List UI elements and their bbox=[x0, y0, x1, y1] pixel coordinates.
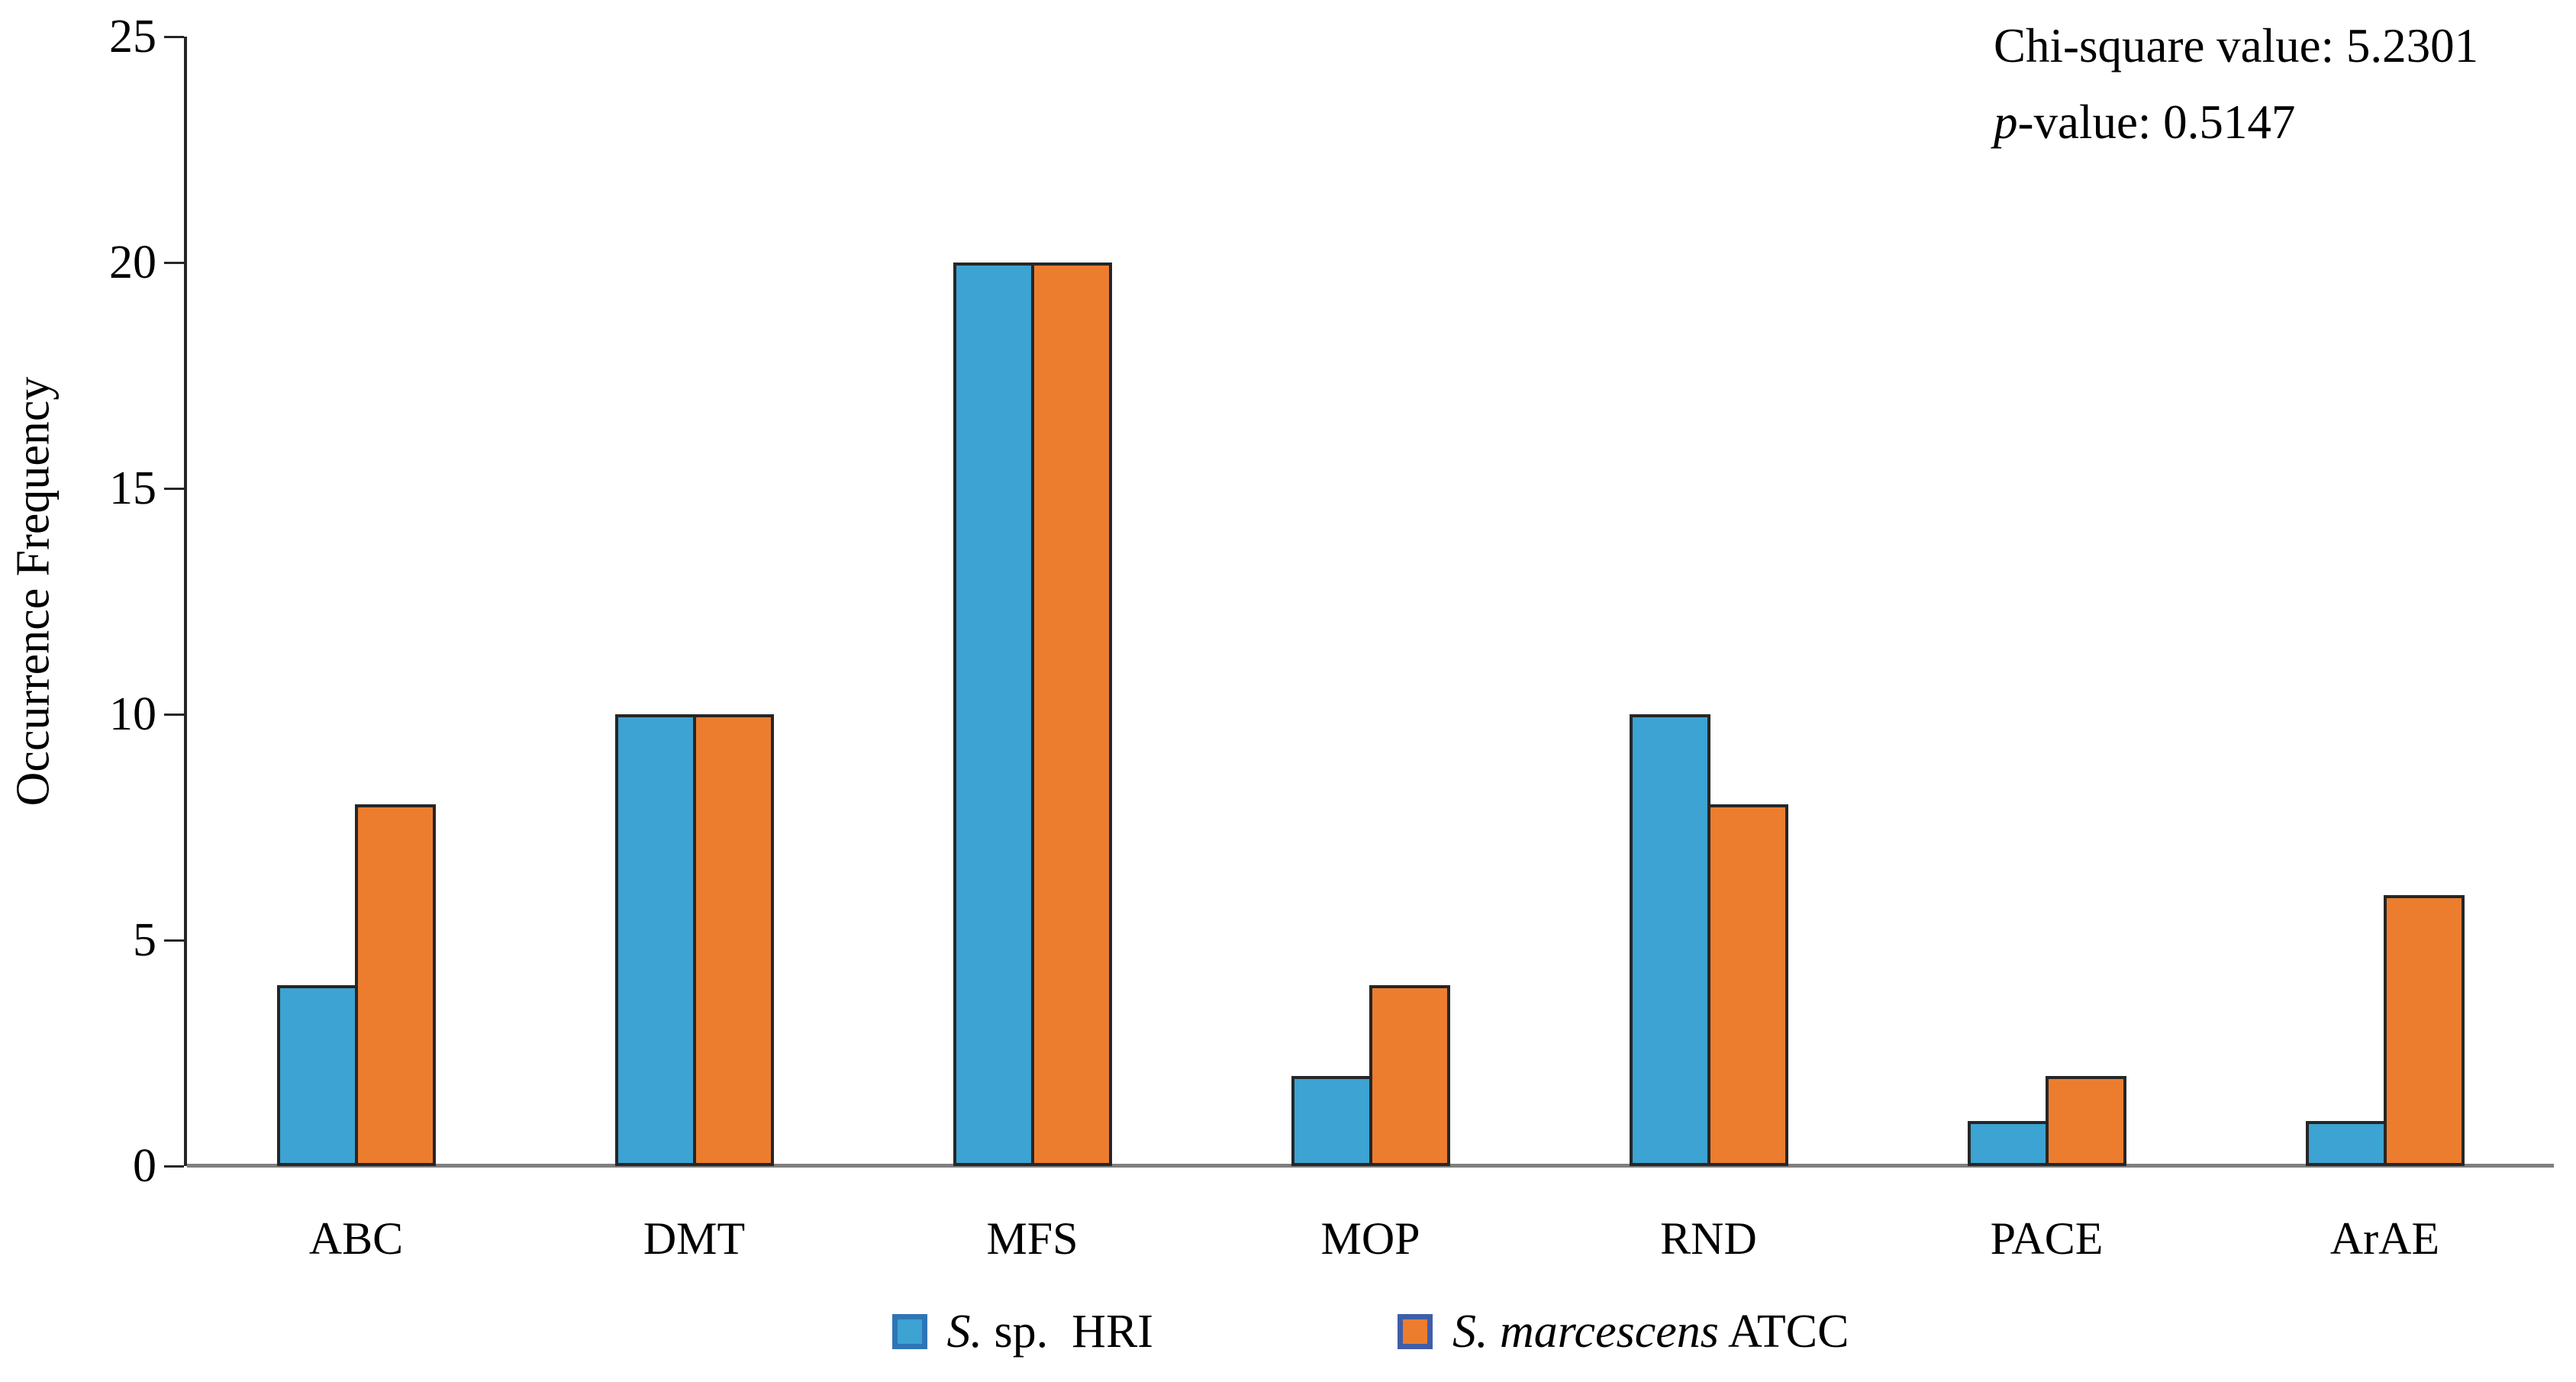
bar-DMT-hri bbox=[615, 714, 696, 1166]
y-tick-20 bbox=[164, 262, 184, 264]
bar-ArAE-hri bbox=[2306, 1121, 2387, 1166]
bar-MOP-atcc bbox=[1369, 985, 1450, 1166]
legend-item-hri: S. sp. HRI bbox=[891, 1305, 1153, 1359]
y-tick-label-10: 10 bbox=[109, 688, 156, 740]
legend: S. sp. HRI S. marcescens ATCC bbox=[187, 1293, 2554, 1370]
bar-RND-hri bbox=[1630, 714, 1710, 1166]
p-value-annotation: p-value: 0.5147 bbox=[1994, 95, 2296, 149]
bar-PACE-atcc bbox=[2046, 1076, 2126, 1166]
bar-DMT-atcc bbox=[693, 714, 774, 1166]
y-tick-label-15: 15 bbox=[109, 462, 156, 514]
bar-PACE-hri bbox=[1968, 1121, 2049, 1166]
y-tick-label-20: 20 bbox=[109, 237, 156, 288]
legend-swatch-hri bbox=[891, 1314, 927, 1349]
x-label-MOP: MOP bbox=[1320, 1213, 1420, 1264]
x-label-RND: RND bbox=[1660, 1213, 1757, 1264]
x-label-MFS: MFS bbox=[986, 1213, 1078, 1264]
x-label-ArAE: ArAE bbox=[2329, 1213, 2440, 1264]
x-label-PACE: PACE bbox=[1990, 1213, 2104, 1264]
y-tick-0 bbox=[164, 1165, 184, 1168]
y-tick-15 bbox=[164, 488, 184, 490]
x-label-ABC: ABC bbox=[308, 1213, 404, 1264]
chi-square-annotation: Chi-square value: 5.2301 bbox=[1994, 19, 2479, 72]
legend-item-atcc: S. marcescens ATCC bbox=[1397, 1305, 1849, 1359]
y-tick-25 bbox=[164, 36, 184, 38]
stats-annotation: Chi-square value: 5.2301 p-value: 0.5147 bbox=[1994, 8, 2478, 160]
bar-MOP-hri bbox=[1291, 1076, 1372, 1166]
legend-swatch-atcc bbox=[1397, 1314, 1433, 1349]
y-tick-label-25: 25 bbox=[109, 11, 156, 63]
y-tick-5 bbox=[164, 939, 184, 942]
bar-ABC-hri bbox=[277, 985, 358, 1166]
bar-RND-atcc bbox=[1707, 804, 1788, 1166]
bar-MFS-hri bbox=[953, 263, 1034, 1166]
bar-ArAE-atcc bbox=[2384, 895, 2465, 1166]
y-axis-line bbox=[184, 37, 187, 1166]
legend-label-atcc: S. marcescens ATCC bbox=[1452, 1305, 1849, 1358]
y-tick-label-5: 5 bbox=[133, 914, 156, 966]
legend-label-hri: S. sp. HRI bbox=[946, 1305, 1153, 1358]
bar-MFS-atcc bbox=[1031, 263, 1112, 1166]
y-tick-label-0: 0 bbox=[133, 1140, 156, 1192]
x-label-DMT: DMT bbox=[643, 1213, 746, 1264]
y-tick-10 bbox=[164, 714, 184, 716]
bar-ABC-atcc bbox=[355, 804, 436, 1166]
